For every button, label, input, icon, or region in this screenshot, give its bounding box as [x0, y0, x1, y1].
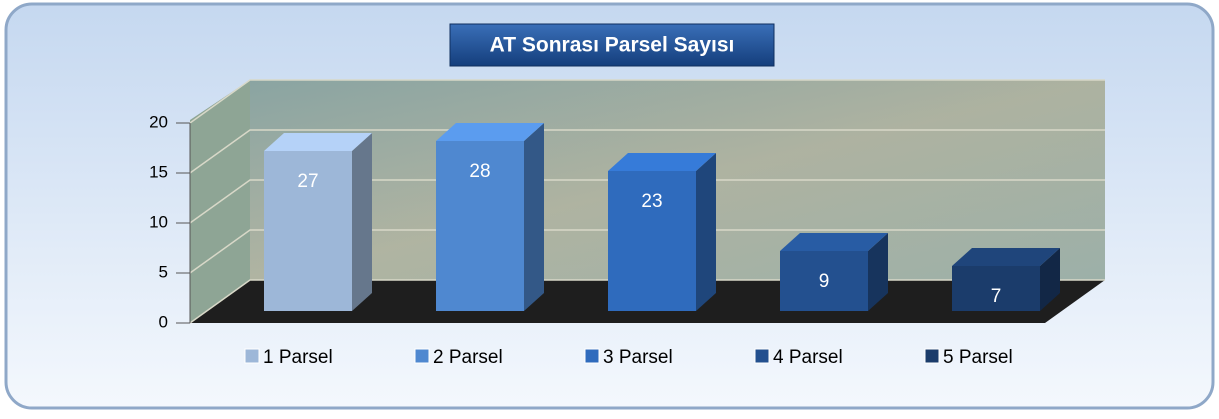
data-label: 27: [297, 171, 318, 192]
legend-label: 4 Parsel: [773, 347, 843, 368]
data-label: 23: [641, 191, 662, 212]
legend-swatch: [585, 349, 599, 363]
bar-side: [352, 133, 372, 311]
data-label: 28: [469, 161, 490, 182]
page: {"chart_data": {"type": "bar3d", "title"…: [0, 0, 1219, 419]
y-tick-label: 10: [149, 212, 168, 231]
data-label: 7: [991, 286, 1002, 307]
legend-swatch: [245, 349, 259, 363]
data-label: 9: [819, 271, 830, 292]
legend-label: 1 Parsel: [263, 347, 333, 368]
y-tick-label: 0: [159, 312, 168, 331]
chart-title: AT Sonrası Parsel Sayısı: [490, 34, 735, 57]
legend-swatch: [755, 349, 769, 363]
bar-side: [696, 153, 716, 311]
y-tick-label: 15: [149, 162, 168, 181]
legend-swatch: [925, 349, 939, 363]
y-tick-label: 20: [149, 112, 168, 131]
legend-label: 3 Parsel: [603, 347, 673, 368]
legend-label: 2 Parsel: [433, 347, 503, 368]
bar-side: [524, 123, 544, 311]
legend-label: 5 Parsel: [943, 347, 1013, 368]
y-tick-label: 5: [159, 262, 168, 281]
chart: AT Sonrası Parsel Sayısı 0 5 10 15 20 27 1 Par…: [0, 0, 1219, 414]
legend-swatch: [415, 349, 429, 363]
